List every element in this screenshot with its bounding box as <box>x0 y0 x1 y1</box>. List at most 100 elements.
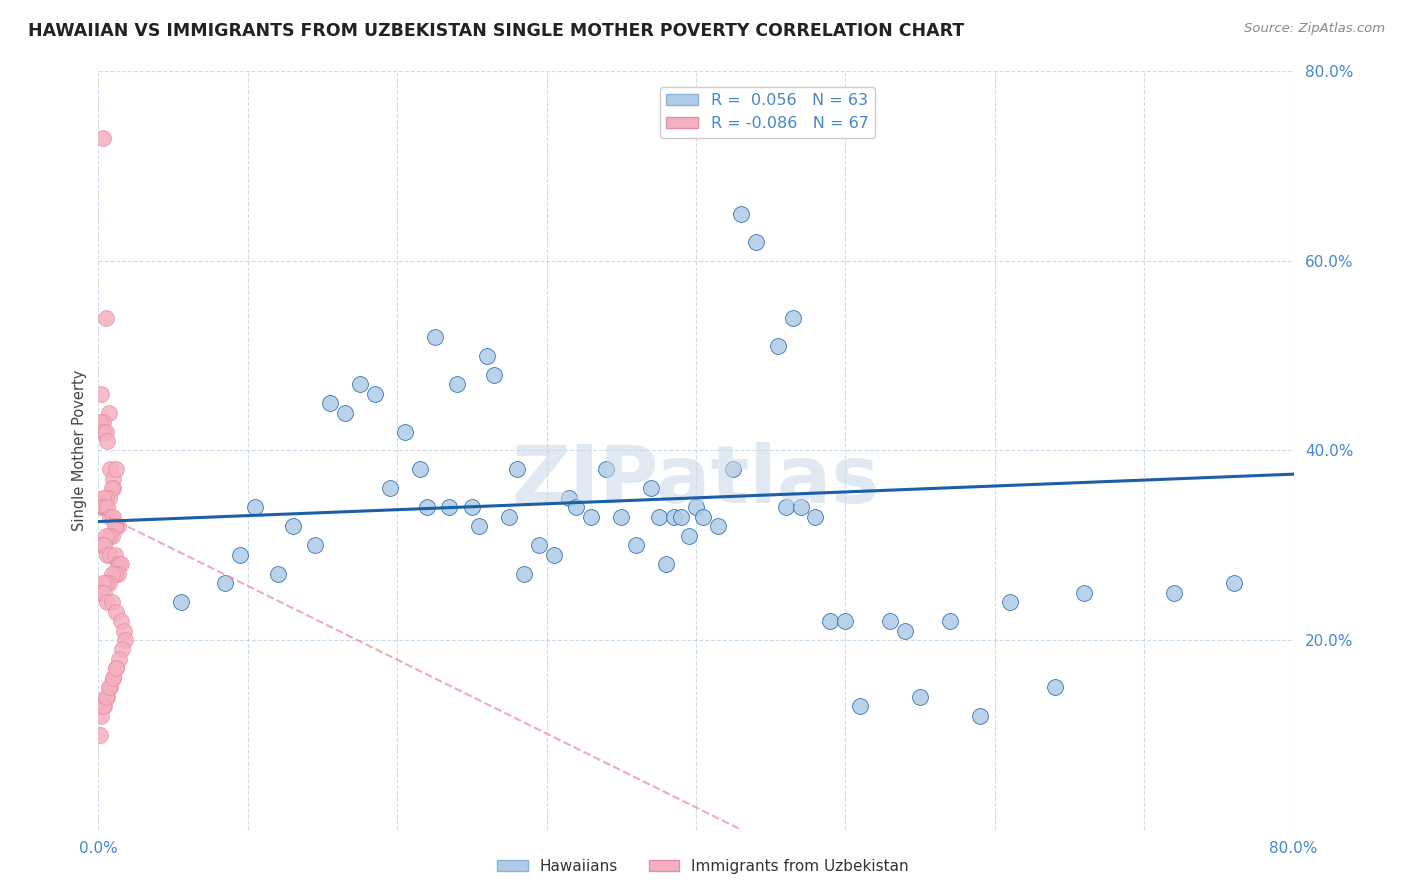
Point <box>101 595 124 609</box>
Point <box>105 661 128 675</box>
Point <box>103 671 125 685</box>
Point <box>105 605 128 619</box>
Point <box>107 566 129 581</box>
Point <box>105 661 128 675</box>
Point <box>90 585 112 599</box>
Point <box>89 585 111 599</box>
Point <box>908 690 931 704</box>
Point <box>468 519 491 533</box>
Y-axis label: Single Mother Poverty: Single Mother Poverty <box>72 370 87 531</box>
Point <box>626 538 648 552</box>
Point <box>112 624 135 638</box>
Point <box>214 576 236 591</box>
Point <box>97 681 120 695</box>
Point <box>91 576 114 591</box>
Point <box>97 406 120 420</box>
Point <box>94 425 117 439</box>
Point <box>94 529 117 543</box>
Point <box>834 614 856 628</box>
Point <box>394 425 416 439</box>
Point <box>103 509 125 524</box>
Point <box>90 708 112 723</box>
Point <box>105 462 128 476</box>
Point <box>104 548 127 562</box>
Point <box>98 462 122 476</box>
Point <box>565 500 588 515</box>
Point <box>804 509 827 524</box>
Point <box>93 585 115 599</box>
Point <box>498 509 520 524</box>
Point <box>94 310 117 325</box>
Point <box>108 652 131 666</box>
Point <box>103 482 125 496</box>
Point <box>939 614 962 628</box>
Point <box>506 462 529 476</box>
Point <box>229 548 252 562</box>
Point <box>461 500 484 515</box>
Point <box>969 708 991 723</box>
Point <box>1163 585 1185 599</box>
Point <box>423 330 446 344</box>
Point <box>93 500 115 515</box>
Point <box>730 206 752 220</box>
Point <box>416 500 439 515</box>
Point <box>692 509 714 524</box>
Point <box>91 491 114 505</box>
Point <box>558 491 581 505</box>
Point <box>1223 576 1246 591</box>
Point <box>775 500 797 515</box>
Point <box>685 500 707 515</box>
Point <box>408 462 430 476</box>
Text: Source: ZipAtlas.com: Source: ZipAtlas.com <box>1244 22 1385 36</box>
Point <box>103 472 125 486</box>
Point <box>475 349 498 363</box>
Point <box>319 396 342 410</box>
Point <box>97 529 120 543</box>
Point <box>894 624 917 638</box>
Point <box>543 548 565 562</box>
Point <box>281 519 304 533</box>
Point <box>349 377 371 392</box>
Point <box>96 690 118 704</box>
Point <box>782 310 804 325</box>
Point <box>610 509 633 524</box>
Point <box>101 529 124 543</box>
Point <box>105 519 128 533</box>
Point <box>90 538 112 552</box>
Point <box>378 482 401 496</box>
Point <box>89 415 111 429</box>
Point <box>446 377 468 392</box>
Point <box>745 235 768 249</box>
Point <box>96 434 118 448</box>
Point <box>581 509 603 524</box>
Point <box>93 538 115 552</box>
Point <box>93 699 115 714</box>
Point <box>820 614 842 628</box>
Point <box>91 538 114 552</box>
Legend: R =  0.056   N = 63, R = -0.086   N = 67: R = 0.056 N = 63, R = -0.086 N = 67 <box>659 87 876 137</box>
Point <box>91 699 114 714</box>
Point <box>89 728 111 742</box>
Point <box>91 415 114 429</box>
Point <box>107 557 129 572</box>
Point <box>107 519 129 533</box>
Point <box>849 699 872 714</box>
Point <box>101 482 124 496</box>
Point <box>110 614 132 628</box>
Point <box>879 614 901 628</box>
Point <box>513 566 536 581</box>
Point <box>94 690 117 704</box>
Point <box>640 482 662 496</box>
Point <box>94 576 117 591</box>
Point <box>655 557 678 572</box>
Point <box>96 595 118 609</box>
Point <box>98 681 122 695</box>
Point <box>98 509 122 524</box>
Point <box>101 566 124 581</box>
Point <box>108 557 131 572</box>
Legend: Hawaiians, Immigrants from Uzbekistan: Hawaiians, Immigrants from Uzbekistan <box>491 853 915 880</box>
Point <box>90 386 112 401</box>
Point <box>96 548 118 562</box>
Point <box>103 671 125 685</box>
Point <box>484 368 506 382</box>
